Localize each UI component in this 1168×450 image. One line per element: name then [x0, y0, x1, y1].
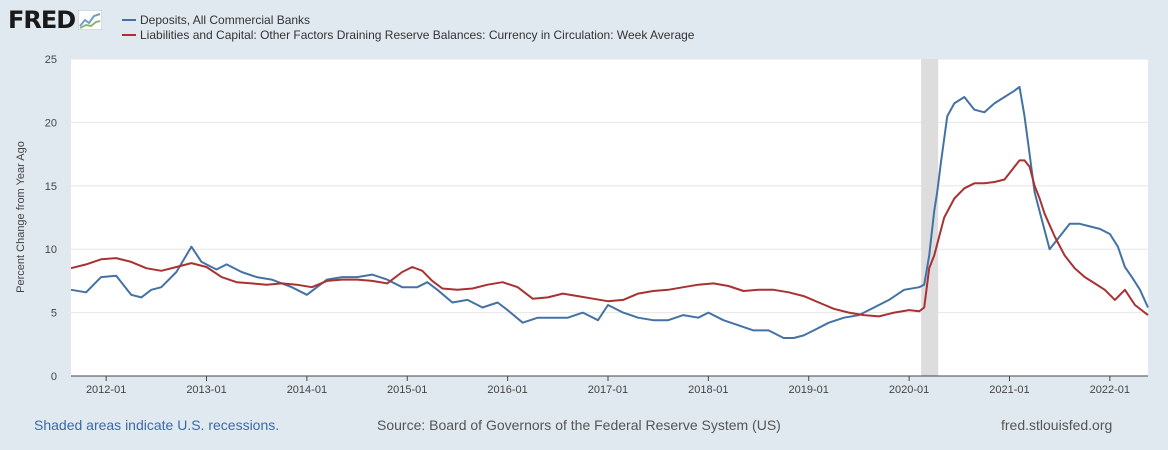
x-tick-label: 2019-01 — [789, 384, 829, 396]
y-axis: 0 5 10 15 20 25 — [45, 54, 57, 383]
x-tick-label: 2017-01 — [588, 384, 628, 396]
x-tick-label: 2020-01 — [889, 384, 929, 396]
y-tick-label: 10 — [45, 244, 57, 256]
site-link[interactable]: fred.stlouisfed.org — [1001, 417, 1113, 433]
x-axis: 2012-01 2013-01 2014-01 2015-01 2016-01 2017-… — [71, 375, 1148, 396]
y-tick-label: 20 — [45, 117, 57, 129]
y-tick-label: 5 — [51, 308, 57, 320]
plot-background — [71, 59, 1148, 376]
legend-swatch-currency — [122, 33, 136, 36]
legend-item-currency[interactable]: Liabilities and Capital: Other Factors D… — [122, 27, 694, 42]
x-tick-label: 2016-01 — [487, 384, 527, 396]
y-tick-label: 25 — [45, 54, 57, 66]
x-tick-label: 2022-01 — [1090, 384, 1130, 396]
legend-swatch-deposits — [122, 18, 136, 21]
x-tick-label: 2013-01 — [186, 384, 226, 396]
x-tick-label: 2012-01 — [86, 384, 126, 396]
legend-label-deposits: Deposits, All Commercial Banks — [140, 12, 311, 27]
x-tick-label: 2015-01 — [387, 384, 427, 396]
line-chart-icon — [78, 10, 103, 30]
recession-shading — [921, 59, 939, 376]
legend-item-deposits[interactable]: Deposits, All Commercial Banks — [122, 12, 694, 27]
y-axis-label: Percent Change from Year Ago — [15, 141, 27, 293]
fred-logo[interactable]: FRED — [8, 6, 103, 34]
series-group — [70, 85, 1149, 339]
legend-label-currency: Liabilities and Capital: Other Factors D… — [140, 27, 695, 42]
logo-text: FRED — [8, 6, 76, 34]
legend: Deposits, All Commercial Banks Liabiliti… — [122, 12, 694, 42]
recession-note[interactable]: Shaded areas indicate U.S. recessions. — [34, 417, 280, 433]
y-tick-label: 0 — [51, 371, 57, 383]
source-note: Source: Board of Governors of the Federa… — [377, 417, 781, 433]
y-tick-label: 15 — [45, 181, 57, 193]
recession-band — [921, 59, 939, 376]
series-line-deposits — [70, 85, 1149, 339]
x-tick-label: 2014-01 — [287, 384, 327, 396]
x-tick-label: 2018-01 — [688, 384, 728, 396]
series-line-currency — [70, 159, 1149, 318]
x-tick-label: 2021-01 — [989, 384, 1029, 396]
